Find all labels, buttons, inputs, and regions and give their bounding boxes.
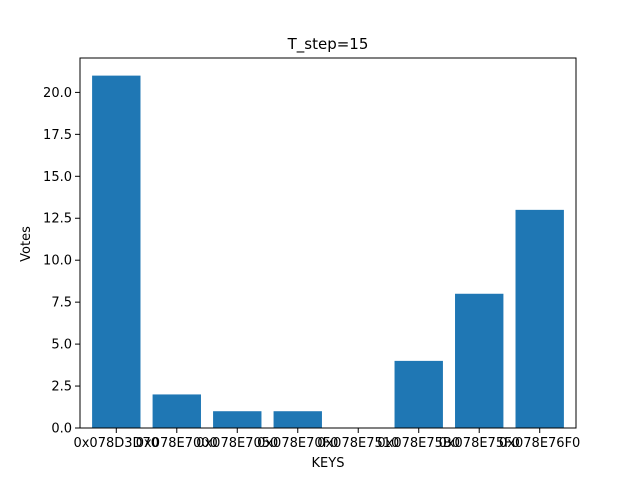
- x-tick-label: 0x078E75F0: [439, 436, 520, 451]
- y-tick-label: 0.0: [51, 422, 72, 437]
- y-tick-label: 7.5: [51, 296, 72, 311]
- bar-1: [152, 394, 201, 428]
- y-tick-label: 12.5: [43, 212, 72, 227]
- y-tick-label: 15.0: [43, 170, 72, 185]
- bar-6: [455, 293, 504, 428]
- x-tick-label: 0x078E7510: [317, 436, 399, 451]
- y-axis-label: Votes: [19, 226, 34, 262]
- x-tick-label: 0x078E75B0: [377, 436, 460, 451]
- x-tick-label: 0x078D3D70: [73, 436, 159, 451]
- y-tick-label: 17.5: [43, 128, 72, 143]
- y-tick-label: 2.5: [51, 380, 72, 395]
- y-axis-ticks: 0.0 2.5 5.0 7.5 10.0 12.5 15.0 17.5 20.0: [43, 86, 80, 437]
- chart-title: T_step=15: [287, 35, 369, 54]
- x-axis-label: KEYS: [312, 456, 345, 471]
- bar-5: [394, 360, 443, 428]
- bars-group: [92, 75, 564, 428]
- bar-3: [273, 411, 322, 428]
- y-tick-label: 5.0: [51, 338, 72, 353]
- y-tick-label: 10.0: [43, 254, 72, 269]
- x-tick-label: 0x078E76F0: [499, 436, 580, 451]
- plot-frame: [79, 57, 577, 429]
- y-tick-label: 20.0: [43, 86, 72, 101]
- x-tick-label: 0x078E7050: [196, 436, 278, 451]
- bar-2: [213, 411, 262, 428]
- x-tick-label: 0x078E70F0: [257, 436, 338, 451]
- x-axis-ticks: 0x078D3D700x078E70000x078E70500x078E70F0…: [73, 428, 580, 451]
- x-tick-label: 0x078E7000: [136, 436, 218, 451]
- bar-0: [92, 75, 141, 428]
- bar-7: [515, 209, 564, 428]
